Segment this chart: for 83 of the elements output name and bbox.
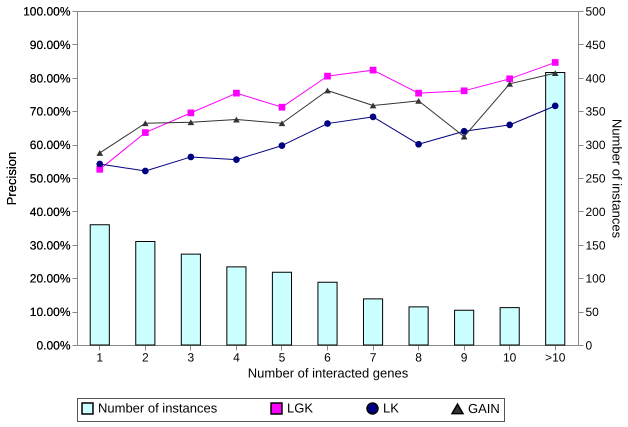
point [233, 156, 240, 163]
x-tick-label: 3 [188, 350, 195, 364]
y-tick-label: 10.00% [30, 305, 71, 320]
point [96, 160, 104, 168]
point [460, 128, 468, 135]
y2-tick-label: 300 [586, 138, 606, 152]
legend-label: Number of instances [98, 400, 218, 416]
bar [90, 224, 110, 346]
legend-label: GAIN [468, 400, 500, 416]
x-tick-label: 7 [370, 350, 377, 364]
bar [454, 310, 474, 346]
y-tick-label: 20.00% [30, 272, 71, 286]
y-axis-title: Precision [4, 152, 20, 206]
point [324, 72, 331, 80]
bar [317, 282, 338, 346]
x-tick-label: 10 [503, 350, 517, 364]
legend-label: LGK [287, 400, 314, 416]
point [142, 120, 149, 126]
point [370, 66, 376, 74]
point [415, 98, 422, 104]
point [460, 134, 468, 140]
point [552, 70, 559, 76]
point [278, 142, 286, 149]
bar [226, 266, 246, 346]
bar [500, 307, 520, 346]
y-tick-label: 100.00% [23, 4, 71, 18]
point [142, 129, 149, 136]
point [324, 120, 331, 127]
point [233, 90, 240, 97]
y2-tick-label: 100 [586, 272, 606, 286]
x-tick-label: 4 [233, 350, 240, 364]
point [415, 140, 422, 148]
point [460, 87, 468, 94]
y2-axis-title: Number of instances [610, 118, 625, 239]
point [506, 122, 514, 128]
point [233, 116, 240, 122]
x-tick-label: 8 [415, 350, 422, 364]
y2-tick-label: 250 [586, 172, 606, 186]
point [370, 102, 376, 108]
y2-tick-label: 350 [586, 104, 606, 119]
y2-tick-label: 200 [586, 204, 606, 219]
y-tick-label: 90.00% [30, 38, 71, 52]
point [96, 150, 104, 156]
point [324, 88, 331, 94]
x-axis-title: Number of interacted genes [248, 366, 409, 380]
point [142, 168, 149, 174]
point [415, 90, 422, 97]
legend-label: LK [383, 400, 400, 416]
y-tick-label: 80.00% [30, 71, 71, 86]
x-tick-label: 6 [324, 350, 332, 364]
y2-tick-label: 0 [586, 338, 592, 352]
x-tick-label: >10 [545, 350, 566, 364]
x-tick-label: 2 [142, 350, 149, 364]
x-tick-label: 9 [460, 350, 468, 364]
y-tick-label: 50.00% [30, 172, 71, 186]
y-tick-label: 0.00% [36, 338, 71, 352]
point [278, 104, 286, 111]
x-tick-label: 5 [278, 350, 286, 364]
y2-tick-label: 150 [586, 238, 606, 252]
point [552, 102, 559, 110]
y2-tick-label: 50 [586, 305, 600, 320]
x-tick-label: 1 [96, 350, 104, 364]
point [188, 154, 194, 160]
y2-tick-label: 400 [586, 71, 606, 86]
y2-tick-label: 450 [586, 38, 606, 52]
bar [408, 306, 429, 346]
point [506, 75, 514, 82]
bar [362, 298, 384, 346]
point [278, 120, 286, 126]
bar [135, 240, 156, 346]
point [552, 59, 559, 66]
point [188, 119, 194, 126]
point [188, 110, 194, 116]
y-tick-label: 60.00% [30, 138, 71, 152]
point [506, 80, 514, 87]
bar [180, 254, 201, 346]
bar [272, 272, 292, 346]
bar [545, 72, 566, 346]
y-tick-label: 30.00% [30, 238, 71, 252]
point [370, 114, 376, 120]
y-tick-label: 70.00% [30, 104, 71, 119]
y-tick-label: 40.00% [30, 204, 71, 219]
y2-tick-label: 500 [586, 4, 606, 18]
